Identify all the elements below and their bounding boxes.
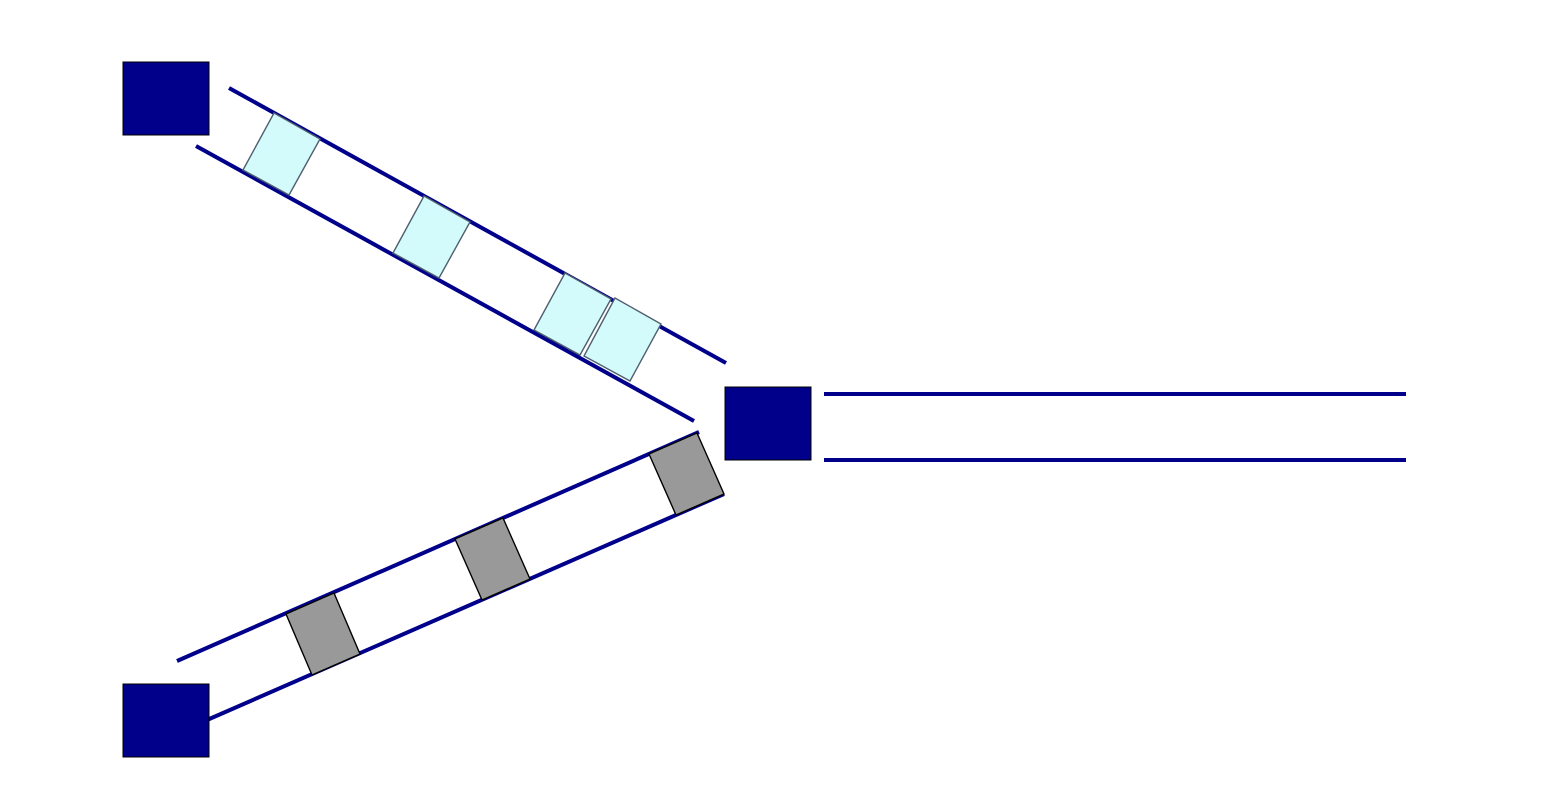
lower-conveyor bbox=[176, 430, 725, 722]
upper-item-4 bbox=[583, 297, 662, 382]
lower-conveyor-bottom-rail bbox=[206, 492, 725, 722]
source-bottom-node bbox=[122, 683, 210, 758]
merge-node bbox=[724, 386, 812, 461]
output-conveyor bbox=[824, 392, 1406, 462]
upper-item-3 bbox=[533, 272, 612, 356]
lower-conveyor-top-rail bbox=[176, 430, 700, 663]
lower-item-3 bbox=[648, 432, 725, 516]
lower-conveyor-items bbox=[285, 432, 725, 676]
lower-item-1 bbox=[285, 592, 361, 676]
source-top-node bbox=[122, 61, 210, 136]
upper-conveyor-items bbox=[242, 112, 662, 382]
upper-item-1 bbox=[242, 112, 321, 196]
lower-item-2 bbox=[454, 517, 531, 601]
upper-item-2 bbox=[392, 195, 471, 279]
upper-conveyor-bottom-rail bbox=[195, 144, 695, 423]
upper-conveyor bbox=[195, 86, 727, 423]
